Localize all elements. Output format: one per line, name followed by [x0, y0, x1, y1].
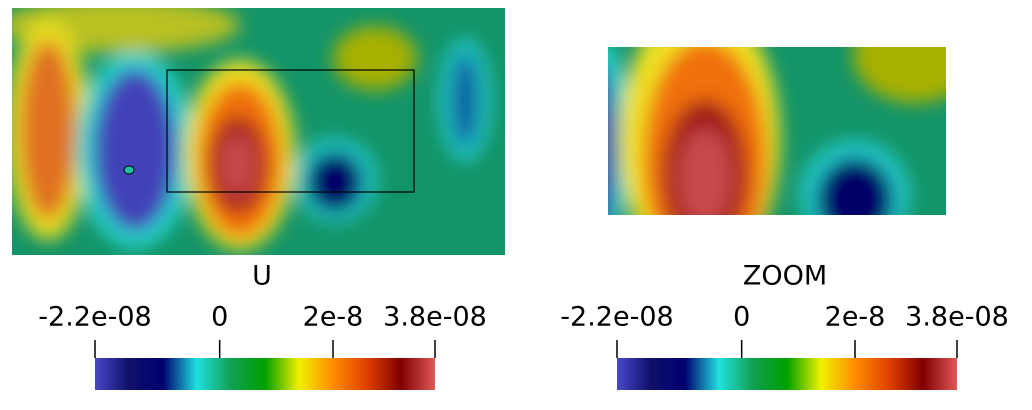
- colorbar-tick-label: 3.8e-08: [383, 302, 487, 333]
- field-u: [12, 8, 505, 255]
- field-zoom: [608, 47, 946, 215]
- colorbar-tick-label: 3.8e-08: [905, 302, 1009, 333]
- colorbar: [95, 358, 435, 390]
- colorbar-tick-label: 2e-8: [303, 302, 364, 333]
- zoom-box: [166, 69, 415, 193]
- colorbar-tick-label: 2e-8: [825, 302, 886, 333]
- colorbar-tick-label: -2.2e-08: [560, 302, 673, 333]
- colorbar-tick-label: -2.2e-08: [38, 302, 151, 333]
- colorbar: [617, 358, 957, 390]
- colorbar-title: ZOOM: [743, 261, 827, 292]
- colorbar-tick-label: 0: [211, 302, 228, 333]
- colorbar-tick-label: 0: [733, 302, 750, 333]
- colorbar-title: U: [252, 261, 272, 292]
